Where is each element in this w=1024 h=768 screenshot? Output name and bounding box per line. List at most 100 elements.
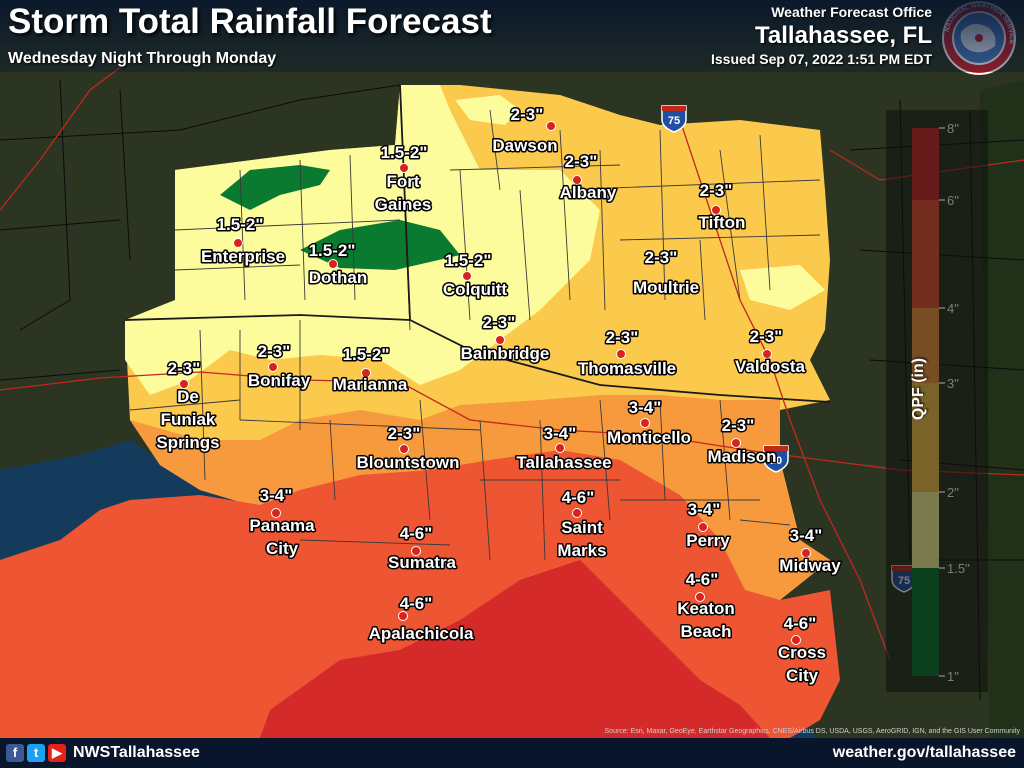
highways <box>0 59 1024 661</box>
city-name-enterprise: Enterprise <box>201 247 285 266</box>
city-marker-tifton <box>711 205 721 215</box>
office-city: Tallahassee, FL <box>755 22 932 49</box>
twitter-icon[interactable]: t <box>27 744 45 762</box>
city-name-dothan: Dothan <box>309 268 368 287</box>
city-name-madison: Madison <box>708 447 777 466</box>
region-1-5-2-dawson <box>455 95 520 125</box>
city-name-marianna: Marianna <box>333 375 408 394</box>
city-name-saint-marks: Saint Marks <box>557 518 606 560</box>
rain-amount-monticello: 3-4" <box>629 398 662 417</box>
city-name-bonifay: Bonifay <box>248 371 311 390</box>
city-name-albany: Albany <box>560 183 617 202</box>
city-marker-albany <box>572 175 582 185</box>
city-name-perry: Perry <box>686 531 730 550</box>
city-marker-monticello <box>640 418 650 428</box>
city-name-colquitt: Colquitt <box>443 280 508 299</box>
rain-amount-fort-gaines: 1.5-2" <box>381 143 428 162</box>
city-name-de-funiak-springs: De Funiak Springs <box>156 387 219 452</box>
city-name-monticello: Monticello <box>607 428 691 447</box>
rain-amount-enterprise: 1.5-2" <box>217 215 264 234</box>
rain-amount-perry: 3-4" <box>688 500 721 519</box>
city-name-line: City <box>266 539 299 558</box>
header-bar <box>0 0 1024 72</box>
atlantic-edge <box>980 80 1024 740</box>
rain-amount-thomasville: 2-3" <box>606 328 639 347</box>
city-name-line: Keaton <box>677 599 735 618</box>
city-marker-tallahassee <box>555 443 565 453</box>
rain-amount-de-funiak-springs: 2-3" <box>168 359 201 378</box>
city-marker-de-funiak-springs <box>179 379 189 389</box>
city-name-line: Cross <box>778 643 826 662</box>
rain-amount-keaton-beach: 4-6" <box>686 570 719 589</box>
rain-amount-bainbridge: 2-3" <box>483 313 516 332</box>
rain-amount-blountstown: 2-3" <box>388 424 421 443</box>
city-name-line: Panama <box>249 516 315 535</box>
city-name-line: Fort <box>386 172 419 191</box>
city-marker-perry <box>698 522 708 532</box>
social-handle[interactable]: NWSTallahassee <box>73 744 200 761</box>
rain-amount-sumatra: 4-6" <box>400 524 433 543</box>
source-attribution: Source: Esri, Maxar, GeoEye, Earthstar G… <box>604 728 1020 735</box>
region-6-8 <box>260 560 770 738</box>
city-name-line: Gaines <box>375 195 432 214</box>
city-name-line: Beach <box>680 622 731 641</box>
rain-amount-albany: 2-3" <box>565 152 598 171</box>
region-lt-1-5-b <box>300 220 460 270</box>
rain-amount-cross-city: 4-6" <box>784 614 817 633</box>
city-marker-valdosta <box>762 349 772 359</box>
issued-timestamp: Issued Sep 07, 2022 1:51 PM EDT <box>711 51 932 67</box>
city-markers: 2-3" Dawson 1.5-2" Fort Gaines 2-3" Albany 2-3"… <box>155 104 843 687</box>
city-name-tallahassee: Tallahassee <box>516 453 611 472</box>
city-name-line: City <box>786 666 819 685</box>
city-marker-fort-gaines <box>399 163 409 173</box>
rain-amount-marianna: 1.5-2" <box>343 345 390 364</box>
city-marker-keaton-beach <box>695 592 705 602</box>
city-name-line: Funiak <box>161 410 216 429</box>
legend-title: QPF (in) <box>910 357 928 421</box>
rain-amount-moultrie: 2-3" <box>645 248 678 267</box>
rain-amount-dawson: 2-3" <box>511 105 544 124</box>
city-marker-dothan <box>328 259 338 269</box>
rain-amount-valdosta: 2-3" <box>750 327 783 346</box>
city-name-tifton: Tifton <box>699 213 746 232</box>
city-name-panama-city: Panama City <box>249 516 315 558</box>
rain-amount-madison: 2-3" <box>722 416 755 435</box>
city-marker-thomasville <box>616 349 626 359</box>
social-links: f t ▶ NWSTallahassee <box>6 744 200 762</box>
rain-amount-bonifay: 2-3" <box>258 342 291 361</box>
rain-amount-dothan: 1.5-2" <box>309 241 356 260</box>
region-lt-1-5-a <box>220 165 330 210</box>
city-marker-marianna <box>361 368 371 378</box>
city-marker-bainbridge <box>495 335 505 345</box>
city-name-line: Springs <box>156 433 219 452</box>
youtube-icon[interactable]: ▶ <box>48 744 66 762</box>
city-name-line: De <box>177 387 199 406</box>
i75-shield-north: 75 <box>661 105 687 133</box>
city-name-cross-city: Cross City <box>778 643 826 685</box>
city-marker-dawson <box>546 121 556 131</box>
city-marker-moultrie <box>665 280 675 290</box>
facebook-icon[interactable]: f <box>6 744 24 762</box>
city-name-bainbridge: Bainbridge <box>461 344 550 363</box>
city-name-thomasville: Thomasville <box>578 359 676 378</box>
city-name-line: Marks <box>557 541 606 560</box>
rain-amount-midway: 3-4" <box>790 526 823 545</box>
legend-panel <box>886 110 988 692</box>
city-name-sumatra: Sumatra <box>388 553 457 572</box>
city-marker-cross-city <box>791 635 801 645</box>
city-name-moultrie: Moultrie <box>633 278 699 297</box>
rain-amount-colquitt: 1.5-2" <box>445 251 492 270</box>
city-marker-bonifay <box>268 362 278 372</box>
footer-bar: f t ▶ NWSTallahassee weather.gov/tallaha… <box>0 738 1024 768</box>
i10-shield: 10 <box>763 445 789 473</box>
rain-amount-tifton: 2-3" <box>700 181 733 200</box>
rain-amount-panama-city: 3-4" <box>260 486 293 505</box>
city-marker-saint-marks <box>572 508 582 518</box>
rain-amount-tallahassee: 3-4" <box>544 424 577 443</box>
region-1-5-2-east <box>740 265 825 310</box>
i10-shield-label: 10 <box>770 455 782 467</box>
rain-amount-apalachicola: 4-6" <box>400 594 433 613</box>
city-name-dawson: Dawson <box>492 136 557 155</box>
city-marker-colquitt <box>462 271 472 281</box>
website-link[interactable]: weather.gov/tallahassee <box>832 744 1016 761</box>
